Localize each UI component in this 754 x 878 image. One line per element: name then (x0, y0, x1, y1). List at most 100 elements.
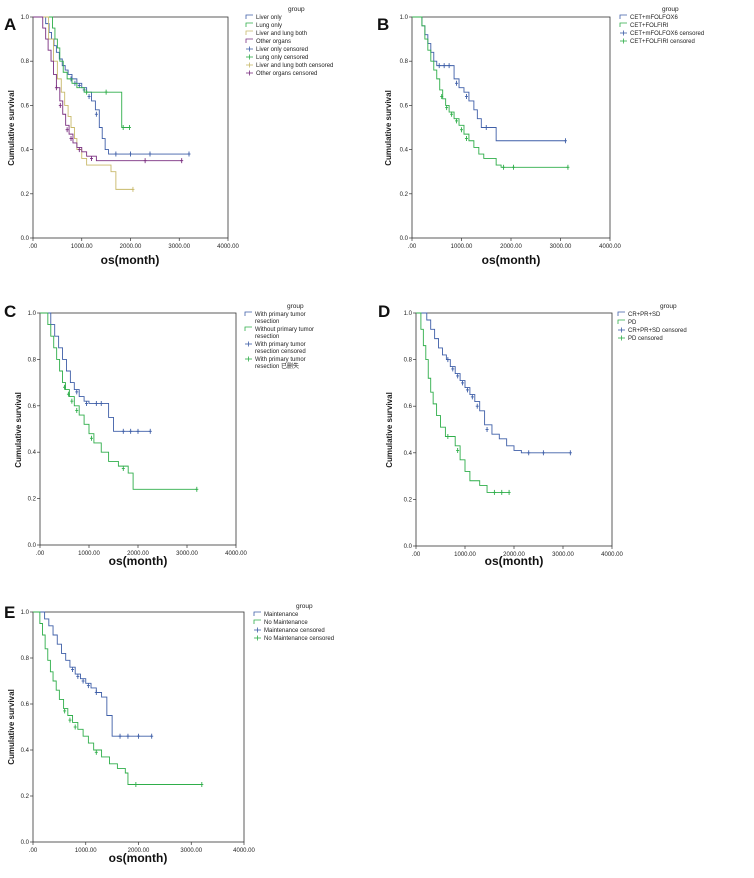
x-tick-label: .00 (412, 552, 421, 558)
panel-e: E 0.0 0.2 0.4 0.6 0.8 1.0 .00 1000.00 2000.00 3000… (4, 603, 334, 865)
legend-label: Other organs (256, 39, 291, 45)
panel-b: B 0.0 0.2 0.4 0.6 0.8 1.0 .00 1000.00 2000.00 3000… (377, 6, 704, 267)
y-tick-label: 0.6 (21, 103, 30, 109)
legend-swatch (617, 319, 625, 324)
x-tick-label: 1000.00 (78, 551, 100, 557)
y-tick-label: 0.0 (400, 236, 409, 242)
x-tick-label: .00 (29, 244, 38, 250)
panel-c: C 0.0 0.2 0.4 0.6 0.8 1.0 .00 1000.00 2000.00 3000… (4, 302, 314, 568)
legend-label: Lung only censored (256, 55, 308, 61)
legend-label: Liver only censored (256, 47, 308, 53)
x-tick-label: 3000.00 (176, 551, 198, 557)
y-tick-label: 0.4 (400, 148, 409, 154)
legend-label: Maintenance (264, 612, 299, 618)
plot-frame (411, 16, 611, 239)
y-tick-label: 0.4 (404, 451, 413, 457)
series-other-organs (33, 16, 184, 164)
y-tick-label: 0.6 (21, 702, 30, 708)
series-cr-pr-sd (416, 312, 572, 456)
x-axis-label: os(month) (485, 554, 544, 568)
y-tick-label: 0.6 (400, 103, 409, 109)
y-tick-label: 0.4 (28, 450, 37, 456)
panel-d: D 0.0 0.2 0.4 0.6 0.8 1.0 .00 1000.00 2000.00 3000… (378, 302, 687, 568)
y-tick-label: 0.8 (404, 358, 413, 364)
legend-swatch (245, 30, 253, 35)
series-lung-only (33, 16, 132, 130)
legend-label: Maintenance censored (264, 628, 325, 634)
y-tick-label: 1.0 (21, 610, 30, 616)
panel-letter: B (377, 15, 389, 34)
survival-curve (33, 611, 202, 785)
legend-label: Liver and lung both censored (256, 63, 333, 69)
panel-letter: C (4, 302, 16, 321)
x-tick-label: 3000.00 (168, 244, 190, 250)
y-tick-label: 1.0 (404, 311, 413, 317)
legend-label: resection 已删失 (255, 362, 299, 370)
y-tick-label: 0.0 (21, 840, 30, 846)
y-axis-label: Cumulative survival (14, 392, 23, 468)
y-tick-label: 0.8 (21, 59, 30, 65)
x-tick-label: 3000.00 (180, 848, 202, 854)
x-tick-label: 2000.00 (120, 244, 142, 250)
x-tick-label: .00 (36, 551, 45, 557)
series-cet-mfolfox6 (412, 16, 567, 144)
legend-swatch (245, 14, 253, 19)
y-axis-label: Cumulative survival (7, 689, 16, 765)
panel-letter: D (378, 302, 390, 321)
x-tick-label: 4000.00 (225, 551, 247, 557)
survival-curve (33, 611, 152, 737)
x-tick-label: 1000.00 (451, 244, 473, 250)
y-tick-label: 0.4 (21, 748, 30, 754)
survival-curve (412, 16, 568, 168)
y-tick-label: 1.0 (28, 311, 37, 317)
legend-label: CR+PR+SD censored (628, 328, 687, 334)
legend-label: Without primary tumor (255, 327, 314, 333)
y-tick-label: 1.0 (21, 15, 30, 21)
y-tick-label: 0.2 (28, 497, 37, 503)
x-tick-label: 2000.00 (503, 552, 525, 558)
legend-label: resection censored (255, 349, 306, 355)
y-tick-label: 0.0 (21, 236, 30, 242)
legend-swatch (619, 14, 627, 19)
x-tick-label: 4000.00 (601, 552, 623, 558)
legend-label: PD (628, 320, 637, 326)
survival-curve (33, 16, 130, 128)
y-tick-label: 1.0 (400, 15, 409, 21)
x-tick-label: .00 (29, 848, 38, 854)
x-tick-label: 1000.00 (75, 848, 97, 854)
y-tick-label: 0.4 (21, 148, 30, 154)
y-tick-label: 0.0 (404, 544, 413, 550)
legend: group CR+PR+SD PD CR+PR+SD censored PD censo… (617, 303, 687, 342)
legend-title: group (662, 6, 679, 13)
legend-label: CR+PR+SD (628, 312, 661, 318)
series-pd (416, 312, 511, 495)
y-tick-label: 0.6 (404, 404, 413, 410)
x-tick-label: 4000.00 (599, 244, 621, 250)
x-tick-label: 4000.00 (217, 244, 239, 250)
y-tick-label: 0.2 (21, 192, 30, 198)
series-maintenance (33, 611, 154, 739)
y-tick-label: 0.8 (400, 59, 409, 65)
legend-label: Other organs censored (256, 71, 317, 77)
y-tick-label: 0.8 (28, 357, 37, 363)
legend: group Maintenance No Maintenance Maintenanc… (253, 603, 334, 642)
legend-swatch (617, 311, 625, 316)
legend-swatch (245, 38, 253, 43)
survival-curve (416, 312, 510, 493)
series-no-maintenance (33, 611, 204, 787)
survival-curve (416, 312, 571, 454)
x-tick-label: .00 (408, 244, 417, 250)
plot-frame (32, 611, 245, 843)
survival-curve (33, 16, 133, 190)
x-tick-label: 2000.00 (128, 848, 150, 854)
legend-title: group (287, 303, 304, 310)
legend-swatch (619, 22, 627, 27)
y-axis-label: Cumulative survival (384, 90, 393, 166)
legend-swatch (244, 311, 252, 316)
y-tick-label: 0.0 (28, 543, 37, 549)
x-axis-label: os(month) (109, 554, 168, 568)
legend: group CET+mFOLFOX6 CET+FOLFIRI CET+mFOLFOX6… (619, 6, 704, 45)
x-tick-label: 3000.00 (550, 244, 572, 250)
